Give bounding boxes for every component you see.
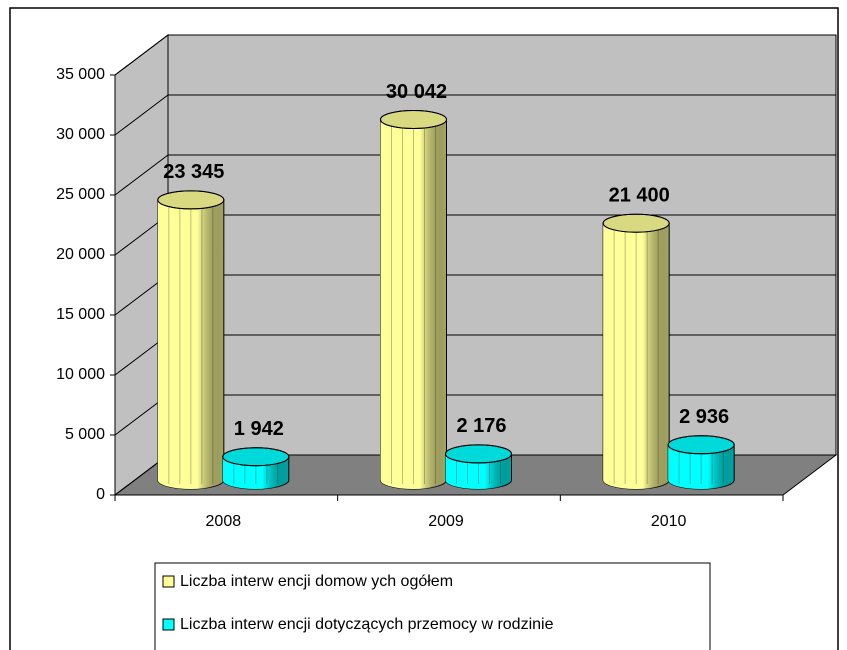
value-label: 2 936 xyxy=(679,406,729,428)
x-tick-label: 2010 xyxy=(651,513,687,530)
cylinder xyxy=(157,190,225,490)
legend-label: Liczba interw encji dotyczących przemocy… xyxy=(180,616,554,633)
legend-label: Liczba interw encji domow ych ogółem xyxy=(180,573,453,590)
y-tick-label: 0 xyxy=(96,486,105,503)
back-wall xyxy=(167,34,837,456)
y-tick-label: 30 000 xyxy=(56,126,105,143)
legend-swatch xyxy=(162,575,175,588)
cylinder xyxy=(602,213,670,490)
grid-line xyxy=(114,34,836,76)
y-tick-label: 25 000 xyxy=(56,186,105,203)
value-label: 1 942 xyxy=(234,418,284,440)
value-label: 2 176 xyxy=(456,415,506,437)
value-label: 30 042 xyxy=(386,81,447,103)
grid-line xyxy=(114,154,836,196)
value-label: 23 345 xyxy=(163,161,224,183)
y-tick-label: 35 000 xyxy=(56,66,105,83)
cylinder xyxy=(445,444,512,490)
y-tick-label: 20 000 xyxy=(56,246,105,263)
cylinder xyxy=(380,109,447,490)
grid-line xyxy=(114,94,836,136)
cylinder xyxy=(222,447,290,490)
legend xyxy=(154,562,711,650)
legend-swatch xyxy=(162,618,175,631)
frame xyxy=(9,7,839,650)
value-label: 21 400 xyxy=(609,184,670,206)
cylinder xyxy=(667,435,735,490)
y-tick-label: 10 000 xyxy=(56,366,105,383)
y-tick-label: 15 000 xyxy=(56,306,105,323)
x-tick-label: 2008 xyxy=(206,513,242,530)
x-tick-label: 2009 xyxy=(428,513,464,530)
y-tick-label: 5 000 xyxy=(65,426,105,443)
